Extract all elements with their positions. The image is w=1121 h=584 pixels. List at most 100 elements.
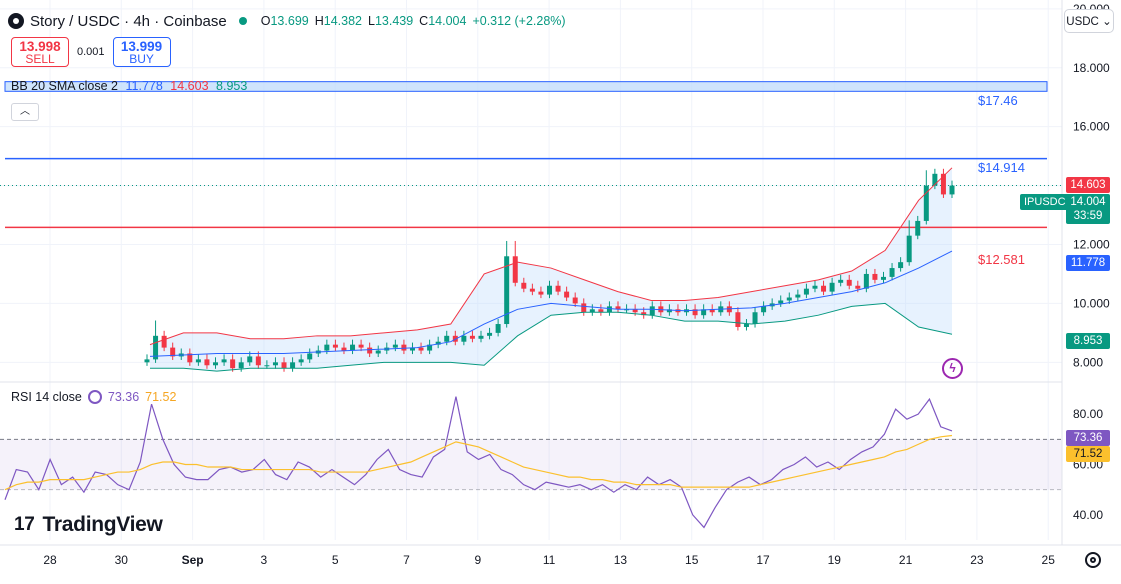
candle [238, 362, 244, 369]
bb-upper-tag: 14.603 [1066, 177, 1110, 193]
candle [350, 344, 356, 351]
candle [923, 185, 929, 221]
candle [906, 235, 912, 263]
supply-zone [4, 81, 1048, 92]
candle [324, 344, 330, 351]
candle [666, 309, 672, 313]
candle [290, 362, 296, 369]
zone-label: $17.46 [978, 93, 1018, 108]
flash-icon[interactable]: ϟ [942, 358, 963, 379]
collapse-legend-button[interactable]: ︿ [11, 103, 39, 121]
bollinger-legend[interactable]: BB 20 SMA close 2 11.778 14.603 8.953 [11, 79, 248, 93]
horizontal-levels [0, 81, 1062, 229]
chevron-up-icon: ︿ [20, 106, 30, 117]
rsi-ma-line [4, 434, 953, 491]
candle [521, 282, 527, 289]
candle [598, 309, 604, 313]
candle [307, 353, 313, 360]
candle [461, 335, 467, 342]
rsi-tick-label: 80.00 [1073, 407, 1103, 421]
x-tick-label: 15 [685, 553, 699, 567]
candle [272, 362, 278, 366]
candle [529, 288, 535, 292]
candle [367, 347, 373, 354]
x-tick-label: 13 [614, 553, 628, 567]
last-price-tag: 14.004 33:59 [1066, 194, 1110, 224]
currency-selector[interactable]: USDC ⌄ [1064, 9, 1114, 33]
market-status-icon [238, 17, 247, 25]
bb-basis-value: 11.778 [125, 79, 163, 93]
refresh-icon[interactable] [87, 390, 102, 404]
candle [401, 344, 407, 351]
candle [803, 288, 809, 295]
candle [846, 279, 852, 286]
bollinger-band-fill [150, 167, 952, 372]
support-label: $12.581 [978, 252, 1025, 267]
candle [264, 365, 270, 367]
candle [547, 285, 552, 295]
bb-basis-line [149, 250, 953, 357]
candle [375, 350, 381, 354]
candle [538, 291, 544, 295]
candle [761, 306, 767, 313]
buy-button[interactable]: 13.999 BUY [112, 37, 171, 67]
trade-box: 13.998 SELL 0.001 13.999 BUY [11, 37, 171, 67]
price-change: +0.312 (+2.28%) [472, 14, 566, 28]
candle [641, 312, 647, 316]
candle [195, 359, 201, 363]
rsi-ma-value: 71.52 [145, 390, 177, 404]
sell-button[interactable]: 13.998 SELL [11, 37, 69, 67]
candle [478, 335, 484, 339]
y-tick-label: 12.000 [1073, 237, 1110, 251]
x-tick-label: 9 [474, 553, 481, 567]
rsi-band [0, 439, 1062, 490]
candle [281, 362, 287, 369]
x-tick-label: 3 [261, 553, 268, 567]
candle [812, 285, 818, 289]
chevron-down-icon: ⌄ [1102, 16, 1112, 28]
y-tick-label: 16.000 [1073, 120, 1110, 134]
rsi-legend[interactable]: RSI 14 close 73.36 71.52 [11, 390, 177, 404]
candle [735, 312, 741, 327]
candle [161, 335, 167, 348]
candle [332, 344, 338, 348]
bollinger-lines [149, 167, 953, 372]
ohlc-values: O13.699 H14.382 L13.439 C14.004 +0.312 (… [260, 14, 566, 28]
candle [692, 309, 698, 316]
chart-title: Story / USDC · 4h · Coinbase [30, 12, 227, 30]
axes: 28 30 Sep 3 5 7 9 11 13 15 17 19 21 23 25 8.000 10.000 12… [0, 0, 1121, 567]
candle [495, 324, 501, 333]
gear-icon[interactable] [1085, 552, 1101, 568]
candle [170, 347, 176, 357]
rsi-line [4, 396, 953, 529]
candle [221, 359, 227, 363]
candle [786, 297, 792, 301]
x-tick-label: 7 [403, 553, 410, 567]
candle [444, 335, 450, 342]
candle [589, 309, 595, 313]
candle [435, 341, 441, 345]
x-tick-label: 19 [828, 553, 842, 567]
symbol-tag: IPUSDC [1020, 194, 1070, 210]
candle [752, 312, 758, 325]
x-tick-label: 11 [543, 553, 556, 567]
candle [572, 297, 578, 304]
candle [872, 273, 878, 280]
x-tick-label: Sep [182, 553, 204, 567]
candle [632, 309, 638, 313]
candle [649, 306, 655, 316]
candle [418, 347, 424, 351]
candle [880, 276, 886, 280]
candle [298, 359, 304, 363]
candle [949, 185, 955, 195]
candle [829, 282, 835, 292]
candle [230, 359, 236, 369]
candle [889, 268, 895, 277]
bb-lower-line [150, 302, 953, 372]
candle [615, 306, 621, 310]
x-tick-label: 21 [899, 553, 913, 567]
candle [427, 344, 433, 351]
candle [487, 332, 493, 336]
candle [512, 256, 518, 283]
